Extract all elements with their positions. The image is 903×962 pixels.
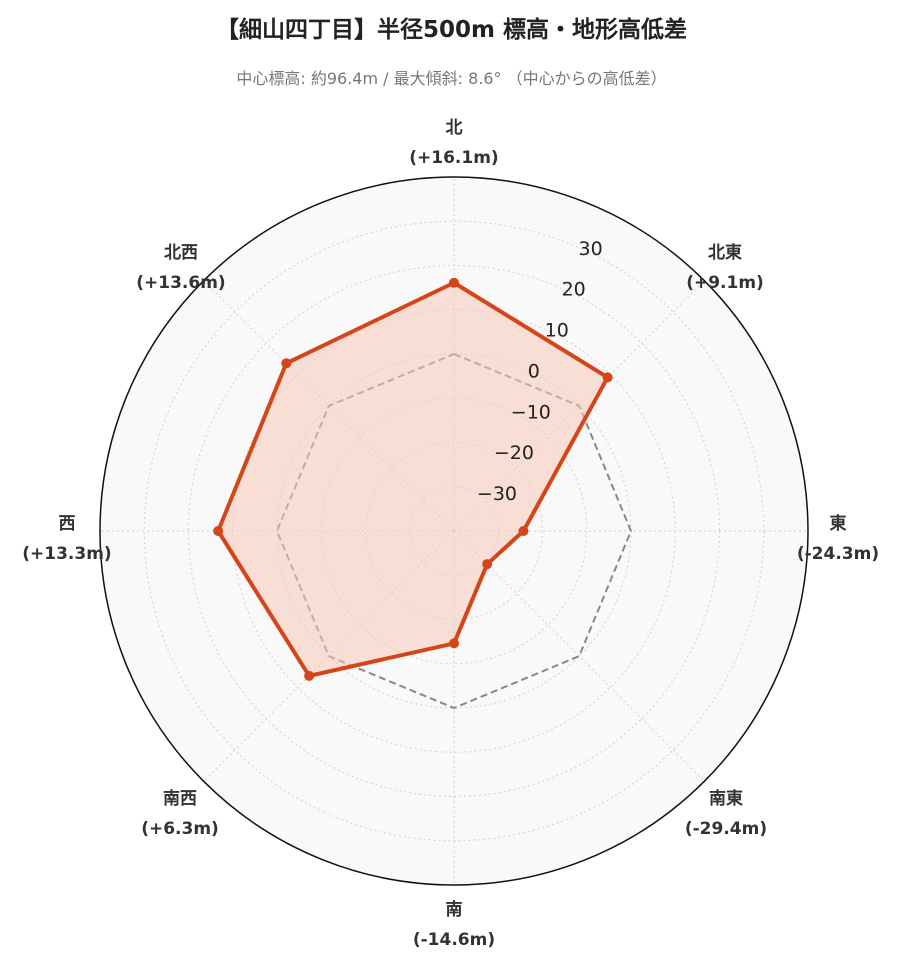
r-tick-label: 10 — [545, 320, 569, 342]
direction-value-label: (+16.1m) — [409, 148, 498, 168]
r-tick-label: 0 — [528, 360, 540, 382]
data-point — [482, 559, 493, 570]
data-point — [602, 372, 613, 383]
data-point — [213, 526, 224, 536]
grid-ring — [143, 220, 765, 842]
r-tick-label: −30 — [477, 483, 517, 505]
chart-title: 【細山四丁目】半径500m 標高・地形高低差 — [216, 17, 687, 43]
direction-label: 南東 — [709, 788, 743, 809]
direction-label: 西 — [59, 514, 76, 534]
direction-value-label: (+6.3m) — [141, 819, 219, 839]
data-point — [449, 638, 459, 649]
grid-spoke — [453, 530, 705, 782]
direction-label: 東 — [830, 513, 847, 534]
direction-label: 北西 — [164, 243, 198, 263]
chart-subtitle: 中心標高: 約96.4m / 最大傾斜: 8.6° （中心からの高低差） — [236, 69, 667, 88]
outer-circle — [99, 176, 809, 886]
direction-value-label: (+9.1m) — [686, 273, 764, 293]
series-area — [218, 282, 608, 676]
direction-value-label: (+13.3m) — [22, 544, 111, 564]
data-point — [518, 526, 529, 536]
data-point — [281, 358, 292, 369]
direction-label: 北東 — [708, 242, 742, 263]
direction-label: 南西 — [163, 788, 197, 809]
direction-value-label: (+13.6m) — [136, 273, 225, 293]
r-tick-label: 30 — [579, 238, 603, 260]
r-tick-label: −10 — [511, 401, 551, 423]
data-point — [449, 277, 459, 288]
direction-label: 北 — [446, 118, 463, 138]
direction-value-label: (-14.6m) — [413, 930, 495, 950]
data-point — [304, 670, 315, 681]
r-tick-label: −20 — [494, 442, 534, 464]
direction-value-label: (-24.3m) — [797, 544, 879, 564]
direction-value-label: (-29.4m) — [685, 819, 767, 839]
r-tick-label: 20 — [562, 279, 586, 301]
direction-label: 南 — [446, 899, 463, 920]
